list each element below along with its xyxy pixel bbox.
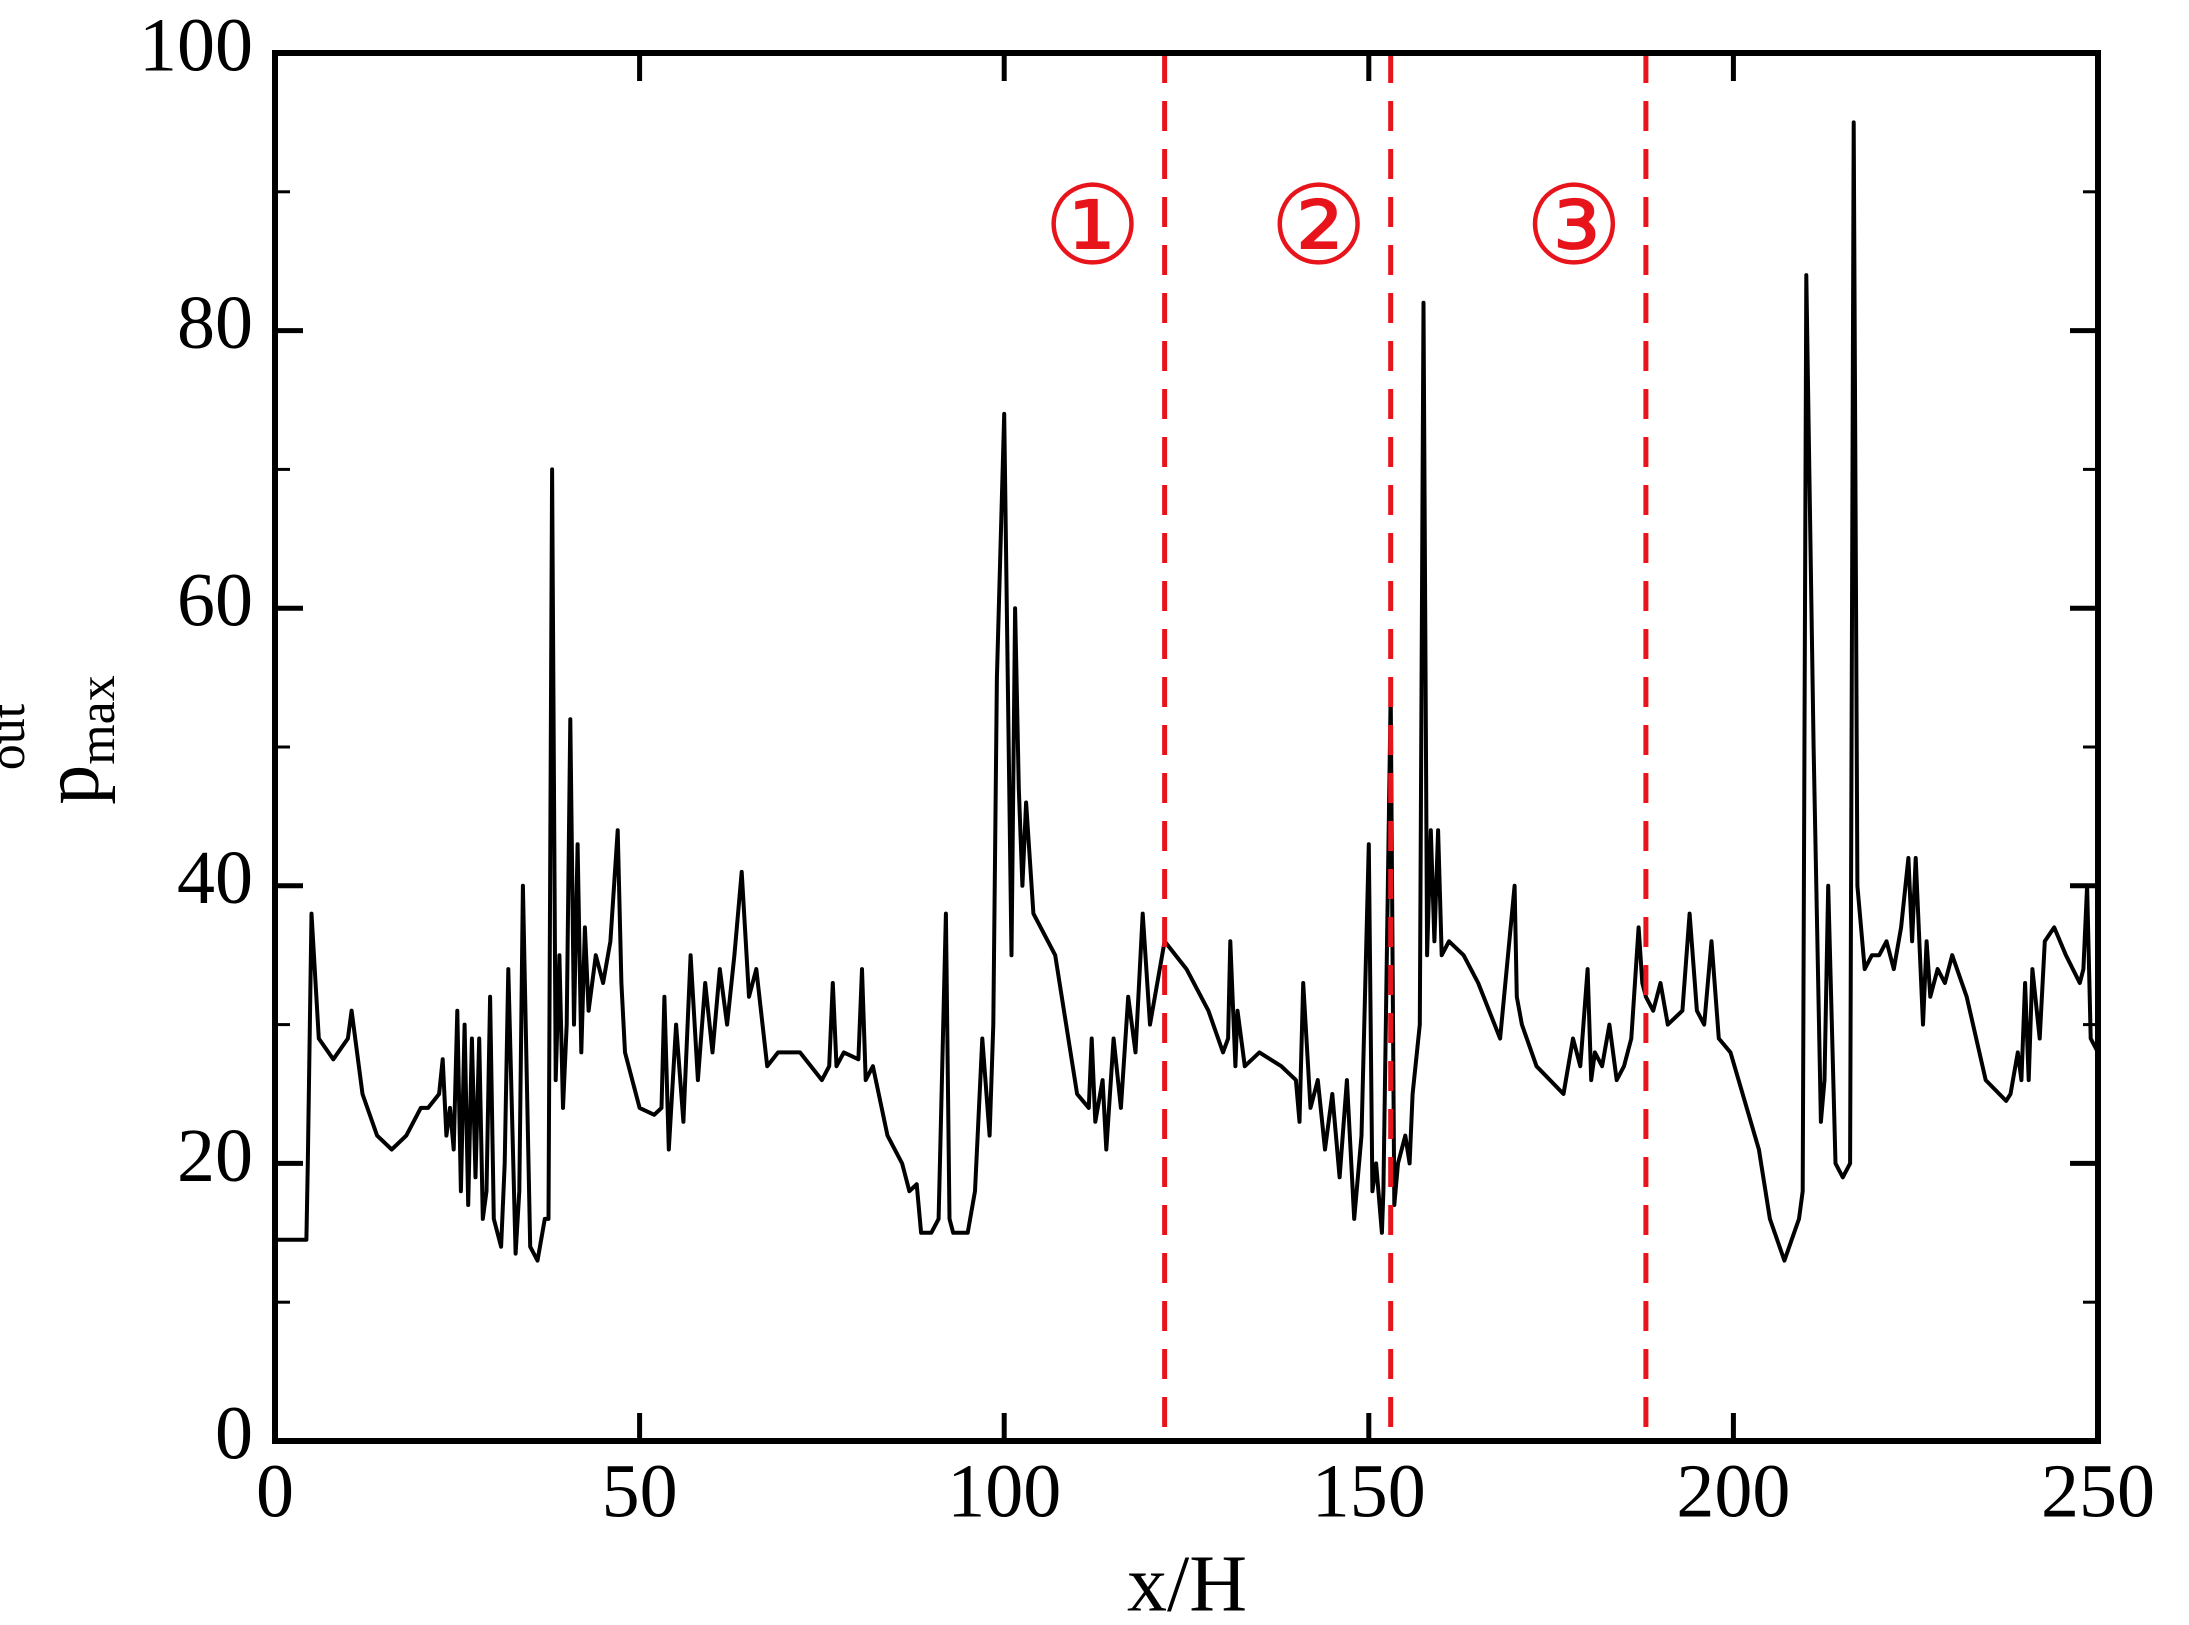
y-tick-label: 60 (177, 559, 253, 643)
x-axis-label: x/H (1127, 1540, 1247, 1625)
y-tick-label: 20 (177, 1114, 253, 1198)
y-label-sub: max (69, 675, 126, 765)
region-label: ① (1043, 162, 1142, 290)
y-axis-label: pmaxout (0, 675, 126, 805)
x-tick-label: 250 (2041, 1449, 2155, 1533)
y-label-base: p (28, 765, 116, 805)
x-tick-label: 150 (1312, 1449, 1426, 1533)
y-tick-label: 40 (177, 836, 253, 920)
x-tick-label: 50 (602, 1449, 678, 1533)
region-label: ② (1269, 162, 1368, 290)
plot-frame (272, 50, 2101, 1444)
x-tick-label: 200 (1676, 1449, 1790, 1533)
y-tick-label: 80 (177, 281, 253, 365)
data-line (275, 120, 2100, 1263)
region-label: ③ (1525, 162, 1624, 290)
y-label-sup: out (0, 703, 36, 770)
y-tick-label: 0 (215, 1391, 253, 1475)
x-tick-label: 100 (947, 1449, 1061, 1533)
y-tick-label: 100 (139, 3, 253, 87)
x-tick-label: 0 (256, 1449, 294, 1533)
